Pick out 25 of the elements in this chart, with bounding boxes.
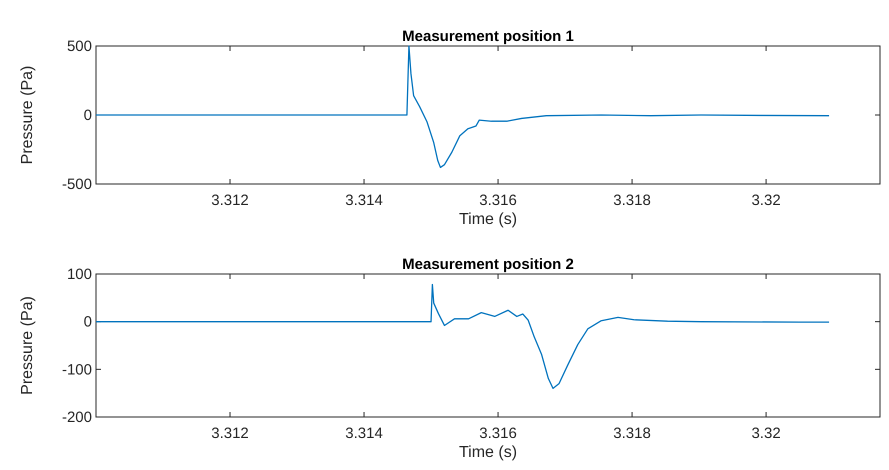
x-tick-label: 3.312 bbox=[211, 425, 249, 442]
x-tick-label: 3.314 bbox=[345, 425, 383, 442]
y-tick-label: 0 bbox=[84, 107, 92, 124]
x-tick-label: 3.32 bbox=[751, 192, 781, 209]
y-tick-label: 500 bbox=[66, 38, 92, 55]
line-series bbox=[95, 45, 830, 168]
y-tick-label: -100 bbox=[62, 361, 92, 378]
x-tick-label: 3.318 bbox=[613, 192, 651, 209]
chart-title: Measurement position 1 bbox=[402, 28, 574, 45]
y-tick-label: -200 bbox=[62, 409, 92, 426]
x-axis-title: Time (s) bbox=[458, 211, 518, 228]
x-tick-label: 3.312 bbox=[211, 192, 249, 209]
x-axis-title: Time (s) bbox=[458, 444, 518, 461]
x-tick-label: 3.314 bbox=[345, 192, 383, 209]
y-axis-title: Pressure (Pa) bbox=[19, 66, 36, 164]
x-tick-label: 3.316 bbox=[479, 192, 517, 209]
y-tick-label: 0 bbox=[84, 314, 92, 331]
y-tick-label: 100 bbox=[66, 266, 92, 283]
x-tick-label: 3.32 bbox=[751, 425, 781, 442]
y-tick-label: -500 bbox=[62, 176, 92, 193]
x-tick-label: 3.318 bbox=[613, 425, 651, 442]
chart-title: Measurement position 2 bbox=[402, 256, 574, 273]
line-series bbox=[95, 284, 830, 390]
x-tick-label: 3.316 bbox=[479, 425, 517, 442]
y-axis-title: Pressure (Pa) bbox=[19, 296, 36, 395]
